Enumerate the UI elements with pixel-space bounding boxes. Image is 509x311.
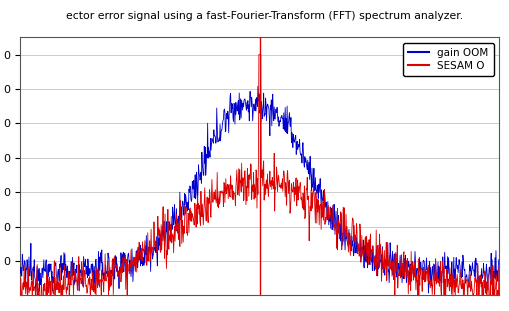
Legend: gain OOM, SESAM O: gain OOM, SESAM O xyxy=(403,43,494,76)
Text: ector error signal using a fast-Fourier-Transform (FFT) spectrum analyzer.: ector error signal using a fast-Fourier-… xyxy=(66,11,463,21)
